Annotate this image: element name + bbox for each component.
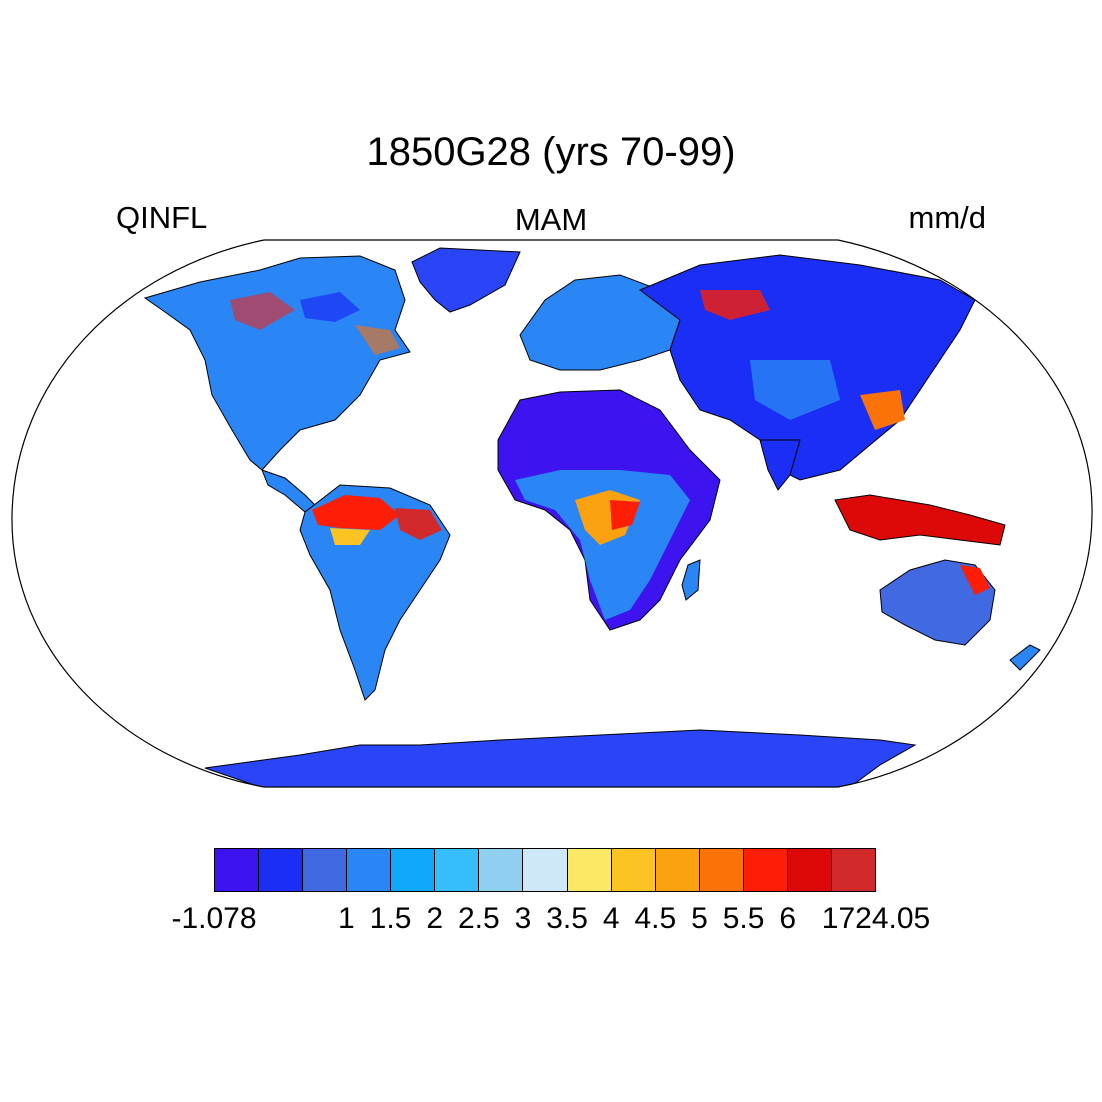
colorbar-cell: [259, 849, 304, 891]
greenland-region: [411, 247, 521, 313]
colorbar-cell: [435, 849, 480, 891]
colorbar-cell: [743, 849, 788, 891]
indonesia-region: [834, 494, 1006, 546]
australia-region: [879, 559, 996, 646]
new-zealand-region: [1009, 644, 1041, 671]
india-region: [759, 439, 801, 491]
colorbar-cell: [347, 849, 392, 891]
colorbar-cell: [787, 849, 832, 891]
colorbar-tick-label: 2: [426, 902, 443, 935]
variable-label: QINFL: [116, 200, 208, 235]
colorbar-tick-label: 4: [602, 902, 620, 935]
colorbar-cell: [479, 849, 524, 891]
colorbar: [214, 848, 876, 892]
colorbar-cell: [655, 849, 700, 891]
colorbar-cell: [523, 849, 568, 891]
colorbar-tick-label: -1.078: [171, 902, 257, 935]
colorbar-cell: [831, 849, 875, 891]
colorbar-tick-label: 3.5: [546, 902, 588, 935]
colorbar-cell: [611, 849, 656, 891]
colorbar-tick-label: 1.5: [369, 902, 412, 935]
colorbar-cell: [215, 849, 260, 891]
colorbar-tick-label: 2.5: [457, 902, 500, 935]
colorbar-tick-label: 1724.05: [821, 902, 931, 935]
map-title: 1850G28 (yrs 70-99): [366, 130, 736, 174]
madagascar-region: [681, 559, 701, 601]
colorbar-cell: [567, 849, 612, 891]
units-label: mm/d: [908, 200, 987, 235]
colorbar-cell: [303, 849, 348, 891]
colorbar-tick-label: 3: [514, 902, 532, 935]
colorbar-tick-label: 5: [691, 902, 708, 935]
colorbar-cell: [391, 849, 436, 891]
colorbar-tick-label: 6: [779, 902, 797, 935]
season-label: MAM: [514, 202, 588, 237]
colorbar-tick-label: 1: [338, 902, 355, 935]
colorbar-tick-label: 4.5: [634, 902, 677, 935]
colorbar-cell: [699, 849, 744, 891]
colorbar-tick-label: 5.5: [722, 902, 765, 935]
